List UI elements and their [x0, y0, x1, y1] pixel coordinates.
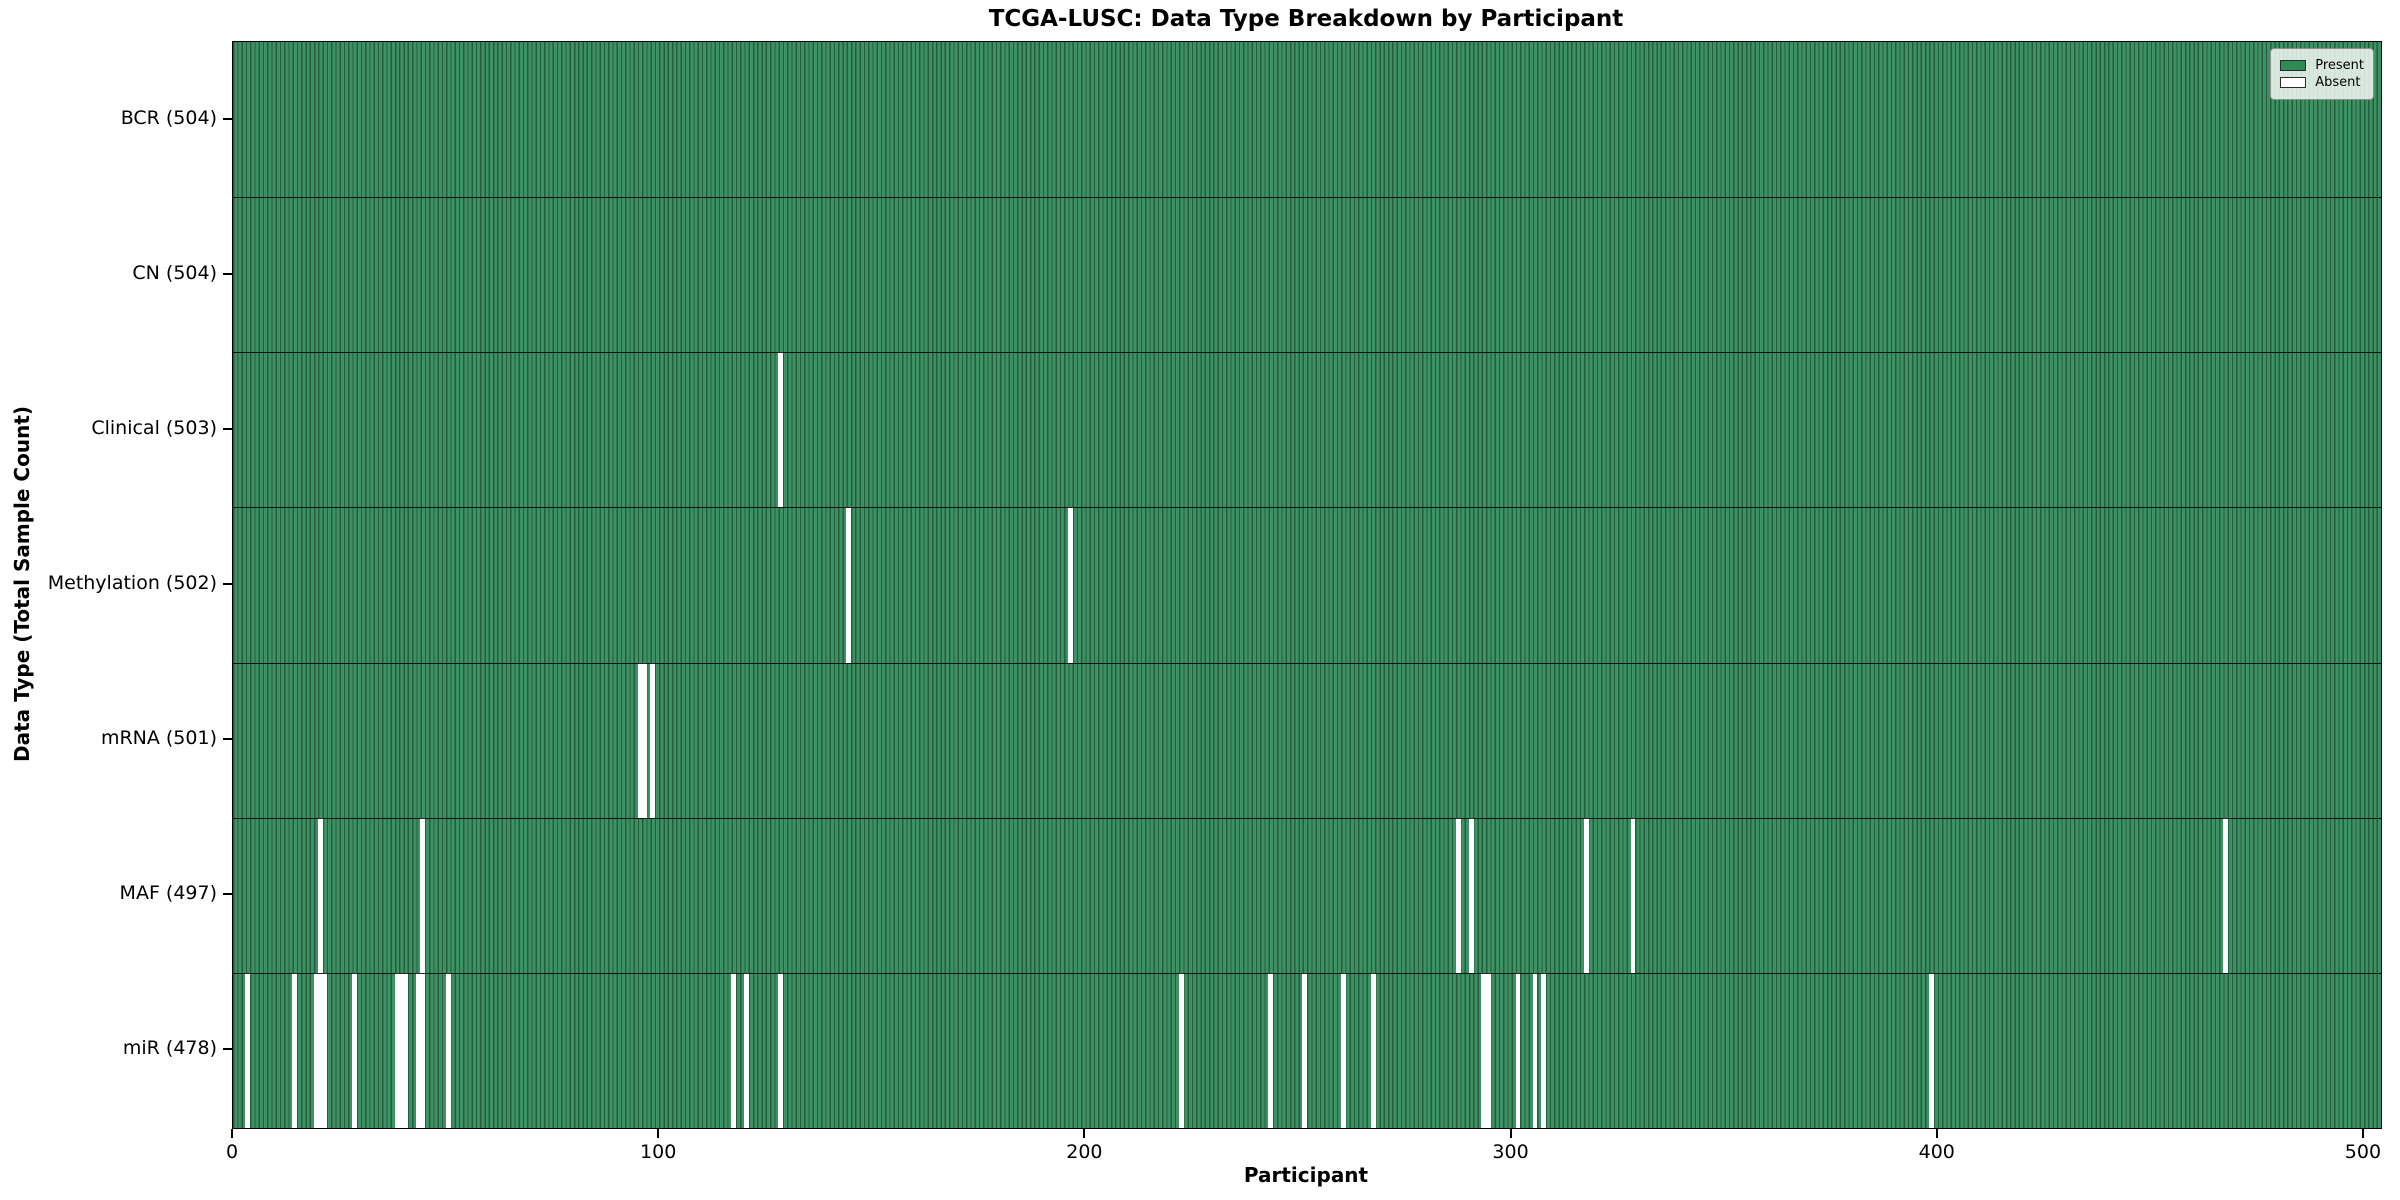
row-separator	[233, 972, 2381, 974]
absent-stripe	[637, 662, 643, 818]
data-row-BCR	[233, 42, 2381, 198]
absent-stripe	[322, 972, 328, 1128]
absent-stripe	[744, 972, 750, 1128]
absent-stripe	[1532, 972, 1538, 1128]
x-tick-label: 500	[2344, 1141, 2382, 1163]
x-tick-label: 200	[1066, 1141, 1103, 1163]
data-row-mRNA	[233, 662, 2381, 818]
absent-stripe	[420, 817, 426, 973]
absent-stripe	[1455, 817, 1461, 973]
data-row-Methylation	[233, 507, 2381, 663]
absent-stripe	[420, 972, 426, 1128]
legend-label-present: Present	[2315, 58, 2364, 73]
absent-stripe	[292, 972, 298, 1128]
y-tick	[223, 893, 232, 896]
absent-stripe	[403, 972, 409, 1128]
row-separator	[233, 352, 2381, 354]
chart-title: TCGA-LUSC: Data Type Breakdown by Partic…	[988, 6, 1624, 32]
absent-stripe	[445, 972, 451, 1128]
absent-stripe	[245, 972, 251, 1128]
legend-item-present: Present	[2280, 59, 2364, 72]
absent-stripe	[415, 972, 421, 1128]
legend-label-absent: Absent	[2315, 75, 2361, 90]
absent-stripe	[1541, 972, 1546, 1128]
y-tick	[223, 117, 232, 120]
row-separator	[233, 662, 2381, 664]
y-tick	[223, 272, 232, 275]
absent-stripe	[778, 972, 784, 1128]
y-tick-label: MAF (497)	[119, 882, 217, 905]
absent-stripe	[1340, 972, 1346, 1128]
absent-stripe	[1178, 972, 1184, 1128]
absent-stripe	[731, 972, 737, 1128]
plot-area: Present Absent	[232, 41, 2382, 1129]
y-tick-label: BCR (504)	[120, 106, 217, 129]
y-tick-label: miR (478)	[122, 1037, 217, 1060]
absent-stripe	[352, 972, 357, 1128]
legend: Present Absent	[2270, 48, 2374, 100]
absent-stripe	[650, 662, 656, 818]
data-row-MAF	[233, 817, 2381, 973]
x-tick	[657, 1129, 660, 1138]
y-tick	[223, 738, 232, 741]
absent-stripe	[778, 352, 784, 508]
x-tick	[1509, 1129, 1512, 1138]
absent-stripe	[1485, 972, 1491, 1128]
absent-stripe	[1370, 972, 1376, 1128]
legend-swatch-present-icon	[2280, 60, 2307, 71]
x-tick-label: 300	[1492, 1141, 1529, 1163]
y-tick-label: Clinical (503)	[91, 416, 217, 439]
absent-stripe	[1068, 507, 1073, 663]
data-row-Clinical	[233, 352, 2381, 508]
absent-stripe	[313, 972, 319, 1128]
y-tick-label: mRNA (501)	[100, 727, 217, 750]
absent-stripe	[1268, 972, 1274, 1128]
absent-stripe	[1583, 817, 1589, 973]
data-row-CN	[233, 197, 2381, 353]
y-tick	[223, 583, 232, 585]
x-tick	[231, 1129, 233, 1138]
row-separator	[233, 507, 2381, 509]
absent-stripe	[1481, 972, 1487, 1128]
x-tick	[1083, 1129, 1086, 1138]
absent-stripe	[398, 972, 404, 1128]
absent-stripe	[317, 972, 323, 1128]
absent-stripe	[846, 507, 852, 663]
absent-stripe	[2223, 817, 2228, 973]
x-tick-label: 0	[225, 1141, 239, 1163]
absent-stripe	[394, 972, 400, 1128]
absent-stripe	[1630, 817, 1636, 973]
absent-stripe	[1928, 972, 1934, 1128]
legend-swatch-absent-icon	[2280, 77, 2307, 88]
y-axis-title: Data Type (Total Sample Count)	[10, 405, 34, 763]
x-tick-label: 100	[640, 1141, 677, 1163]
legend-item-absent: Absent	[2280, 76, 2364, 89]
x-axis-title: Participant	[1243, 1163, 1369, 1187]
row-separator	[233, 817, 2381, 819]
absent-stripe	[1468, 817, 1474, 973]
y-tick-label: Methylation (502)	[47, 572, 217, 594]
absent-stripe	[317, 817, 323, 973]
y-tick	[223, 1048, 232, 1051]
x-tick	[1935, 1129, 1938, 1138]
x-tick-label: 400	[1918, 1141, 1955, 1163]
y-tick-label: CN (504)	[132, 261, 217, 284]
row-separator	[233, 197, 2381, 199]
absent-stripe	[641, 662, 647, 818]
absent-stripe	[1302, 972, 1308, 1128]
y-tick	[223, 427, 232, 430]
absent-stripe	[1515, 972, 1521, 1128]
x-tick	[2361, 1129, 2364, 1138]
